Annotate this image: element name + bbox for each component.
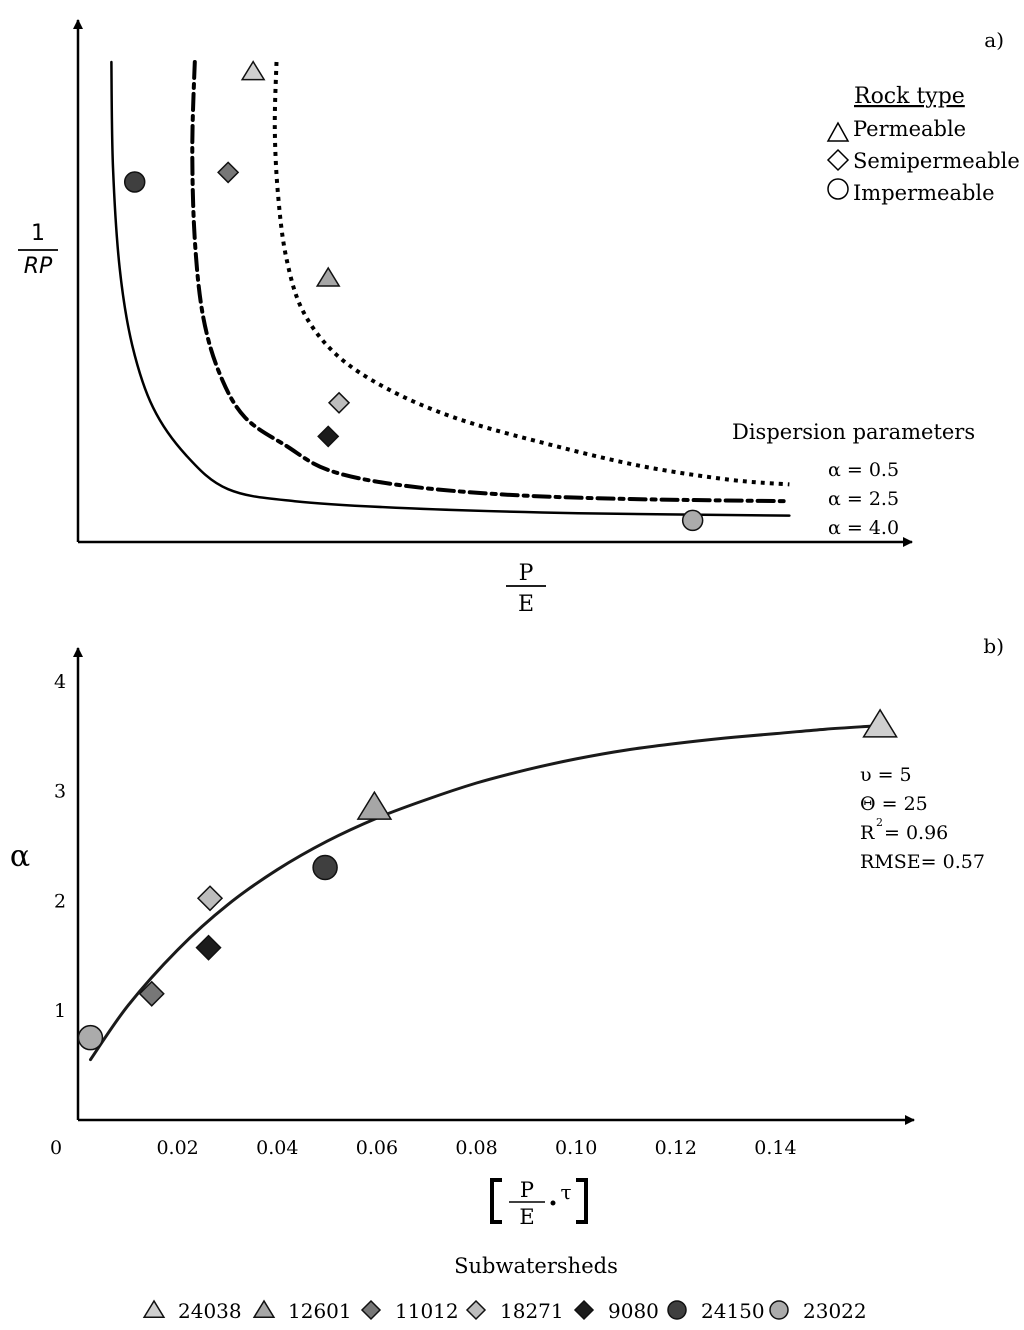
legend-marker-18271 (465, 1299, 487, 1321)
subwatersheds-legend: Subwatersheds 24038 12601 11012 18271 9080 24… (142, 1254, 867, 1323)
legend-label-24038: 24038 (178, 1299, 242, 1323)
x-tick-label: 0.14 (754, 1137, 796, 1159)
legend-label-11012: 11012 (395, 1299, 459, 1323)
left-bracket (490, 1178, 502, 1224)
panel-b-xlabel: P E τ (490, 1178, 588, 1229)
panel-a-point-12601 (315, 266, 341, 287)
rock-type-legend: Rock type Permeable Semipermeable Imperm… (826, 84, 1020, 205)
x-tick-label: 0.10 (555, 1137, 597, 1159)
x-tick-label: 0.06 (356, 1137, 398, 1159)
rock-type-impermeable-label: Impermeable (853, 181, 995, 205)
alpha-2-5-label: α = 2.5 (828, 488, 899, 510)
panel-b-point-23022 (77, 1024, 104, 1051)
panel-a-ylabel-denominator: RP (24, 254, 53, 279)
panel-b: b) α 0 0.02 0.04 0.06 0.08 0.10 0.12 0.141234 … (10, 634, 1004, 1229)
dispersion-parameters-title: Dispersion parameters (732, 420, 975, 444)
panel-a-xlabel-denominator: E (518, 592, 534, 617)
multiplication-dot (550, 1200, 556, 1206)
panel-a-curve-dotted (272, 61, 790, 487)
stat-upsilon: υ = 5 (860, 764, 912, 786)
panel-a-curve-solid (110, 60, 791, 517)
legend-label-12601: 12601 (288, 1299, 352, 1323)
x-tick-label: 0.08 (455, 1137, 497, 1159)
panel-a: a) 1 RP P E Rock type Permeable Semiperm… (18, 19, 1020, 617)
legend-marker-23022 (769, 1300, 789, 1320)
panel-b-xlabel-tau: τ (560, 1180, 571, 1204)
circle-icon (827, 178, 849, 200)
panel-a-point-23022 (681, 509, 704, 532)
panel-b-xlabel-numerator: P (520, 1178, 534, 1202)
legend-label-23022: 23022 (803, 1299, 867, 1323)
diamond-icon (826, 148, 850, 172)
panel-b-point-24150 (312, 854, 338, 881)
stat-r-squared-superscript: 2 (876, 816, 883, 829)
panel-a-xlabel-numerator: P (519, 561, 534, 586)
stat-r-squared-letter: R (860, 822, 875, 844)
panel-b-point-18271 (196, 885, 224, 912)
legend-label-9080: 9080 (608, 1299, 659, 1323)
panel-b-fit-curve (89, 724, 877, 1062)
y-tick-label: 2 (54, 890, 66, 912)
panel-b-label: b) (983, 634, 1004, 658)
y-tick-label: 3 (54, 781, 66, 803)
panel-a-point-24150 (123, 171, 146, 193)
y-tick-label: 1 (54, 1000, 66, 1022)
panel-b-xlabel-denominator: E (519, 1205, 534, 1229)
rock-type-semipermeable-label: Semipermeable (853, 149, 1020, 173)
panel-a-ylabel-numerator: 1 (31, 221, 45, 246)
legend-marker-9080 (573, 1299, 595, 1321)
legend-label-18271: 18271 (500, 1299, 564, 1323)
triangle-icon (826, 121, 850, 142)
rock-type-permeable-label: Permeable (853, 117, 966, 141)
alpha-0-5-label: α = 0.5 (828, 459, 899, 481)
panel-a-label: a) (984, 28, 1004, 52)
stat-theta: Θ = 25 (860, 793, 928, 815)
panel-b-point-11012 (138, 980, 165, 1007)
legend-marker-24038 (142, 1299, 166, 1318)
x-tick-label: 0.12 (655, 1137, 697, 1159)
x-tick-label: 0.04 (256, 1137, 298, 1159)
panel-a-point-24038 (240, 60, 266, 81)
y-tick-label: 4 (54, 671, 66, 693)
stat-r-squared-value: = 0.96 (884, 822, 948, 844)
panel-b-point-9080 (195, 934, 222, 961)
legend-label-24150: 24150 (701, 1299, 765, 1323)
alpha-4-0-label: α = 4.0 (828, 517, 899, 539)
legend-marker-12601 (252, 1299, 276, 1318)
legend-marker-24150 (667, 1300, 687, 1320)
panel-b-origin-label: 0 (50, 1137, 62, 1159)
panel-b-ylabel: α (10, 839, 30, 874)
panel-b-point-12601 (356, 790, 393, 820)
stat-rmse: RMSE= 0.57 (860, 851, 985, 873)
rock-type-legend-title: Rock type (854, 84, 965, 109)
panel-a-point-11012 (217, 161, 240, 184)
subwatersheds-legend-title: Subwatersheds (454, 1254, 618, 1278)
panel-b-point-24038 (862, 708, 898, 738)
right-bracket (576, 1178, 588, 1224)
legend-marker-11012 (360, 1299, 382, 1321)
panel-a-point-18271 (327, 391, 351, 414)
fit-statistics: υ = 5 Θ = 25 R 2 = 0.96 RMSE= 0.57 (860, 764, 985, 873)
panel-a-curve-dash-dot (190, 60, 792, 504)
panel-a-point-9080 (317, 425, 340, 448)
x-tick-label: 0.02 (156, 1137, 198, 1159)
